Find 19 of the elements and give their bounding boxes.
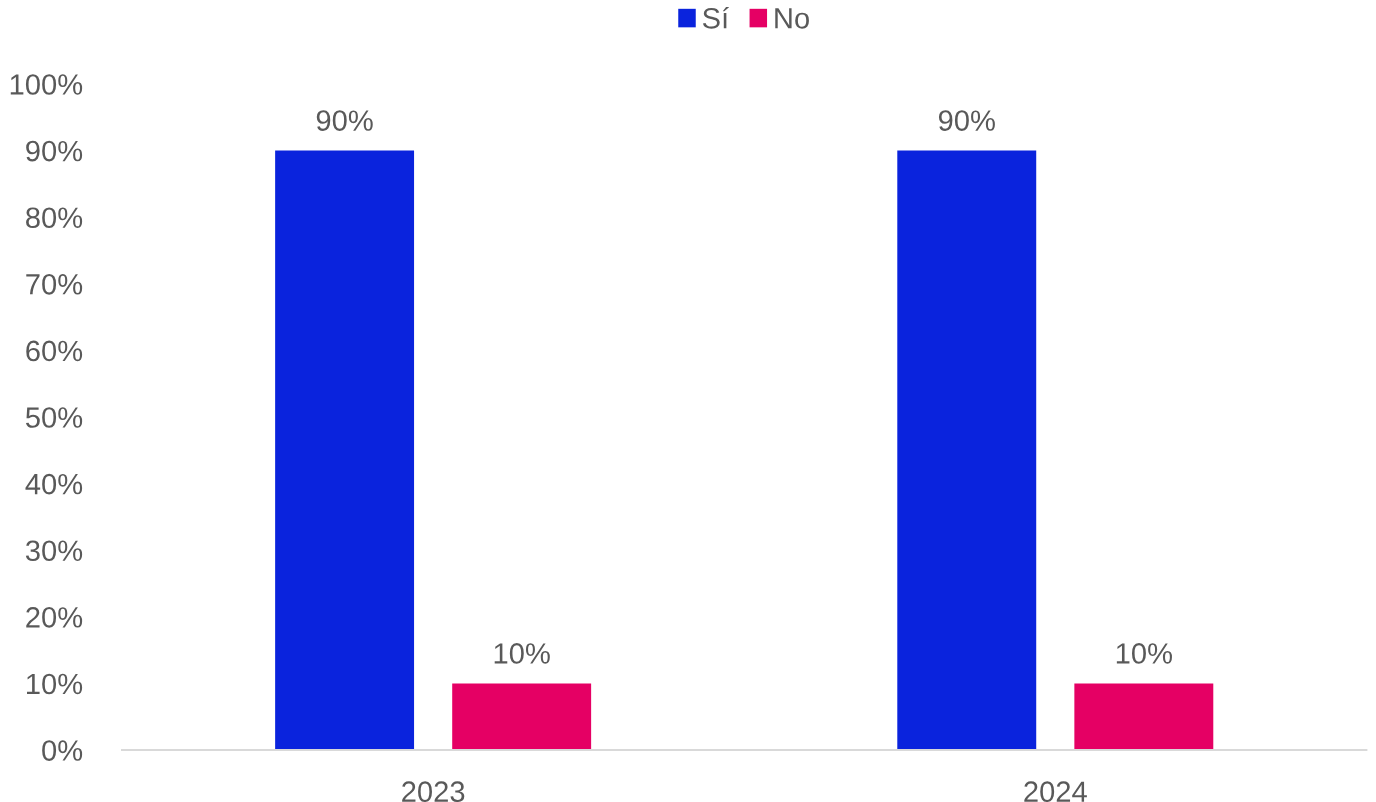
y-tick-label: 90% [26, 140, 83, 162]
y-tick-label: 70% [26, 273, 83, 295]
legend-label: No [775, 8, 809, 29]
y-tick-label: 10% [27, 673, 83, 695]
y-tick-label: 50% [25, 407, 83, 428]
data-label: 10% [1116, 643, 1172, 664]
legend-label: Sí [702, 6, 730, 29]
y-tick-label: 80% [26, 207, 83, 229]
data-label: 90% [316, 110, 373, 131]
y-tick-label: 60% [26, 340, 83, 362]
x-tick-label: 2023 [402, 781, 465, 802]
y-tick-label: 30% [25, 540, 83, 562]
y-tick-label: 20% [26, 607, 83, 628]
y-tick-label: 100% [10, 74, 83, 95]
y-tick-label: 40% [25, 473, 83, 495]
x-tick-label: 2024 [1024, 781, 1087, 802]
y-tick-label: 0% [42, 740, 83, 761]
data-label: 10% [494, 643, 550, 664]
data-label: 90% [938, 110, 995, 131]
